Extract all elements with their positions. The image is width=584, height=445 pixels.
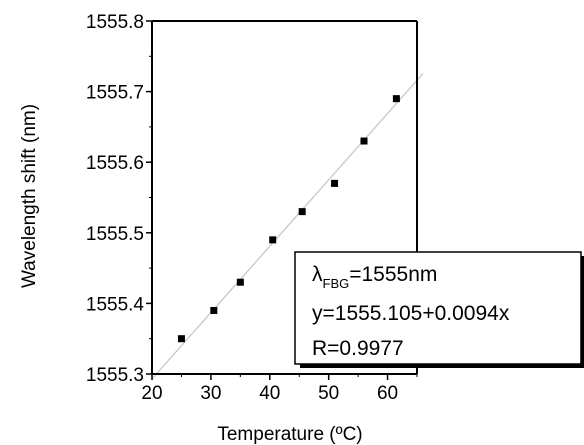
x-tick-label: 40 [259, 383, 280, 404]
data-points [177, 95, 400, 343]
data-point [177, 335, 185, 343]
data-point [360, 137, 368, 145]
annotation-frame [294, 251, 582, 365]
y-tick-label: 1555.8 [86, 12, 144, 33]
data-point [331, 179, 339, 187]
y-tick-label: 1555.7 [86, 83, 144, 104]
data-point [236, 278, 244, 286]
x-tick-label: 20 [141, 383, 162, 404]
fit-annotation-box: λFBG=1555nm y=1555.105+0.0094x R=0.9977 [294, 251, 584, 368]
annotation-equation: y=1555.105+0.0094x [312, 302, 510, 325]
x-axis-title: Temperature (ºC) [217, 424, 362, 445]
y-tick-label: 1555.5 [86, 224, 144, 245]
x-tick-label: 60 [377, 383, 398, 404]
y-tick-label: 1555.3 [86, 365, 144, 386]
annotation-lambda-line: λFBG=1555nm [312, 263, 437, 291]
fit-line [151, 73, 424, 380]
lambda-value: =1555nm [349, 263, 437, 286]
tick-labels: 1555.3 1555.4 1555.5 1555.6 1555.7 1555.8 20 30… [86, 12, 398, 404]
data-point [392, 95, 400, 103]
axis-ticks [146, 20, 418, 380]
annotation-r-value: R=0.9977 [312, 337, 404, 360]
x-tick-label: 50 [318, 383, 339, 404]
data-point [210, 306, 218, 314]
lambda-symbol: λ [312, 263, 323, 286]
data-point [298, 208, 306, 216]
fit-layer [151, 73, 424, 380]
lambda-subscript: FBG [323, 276, 350, 291]
y-tick-label: 1555.4 [86, 294, 145, 315]
y-tick-label: 1555.6 [86, 153, 144, 174]
y-axis-title: Wavelength shift (nm) [19, 104, 40, 288]
data-point [269, 236, 277, 244]
x-tick-label: 30 [200, 383, 221, 404]
